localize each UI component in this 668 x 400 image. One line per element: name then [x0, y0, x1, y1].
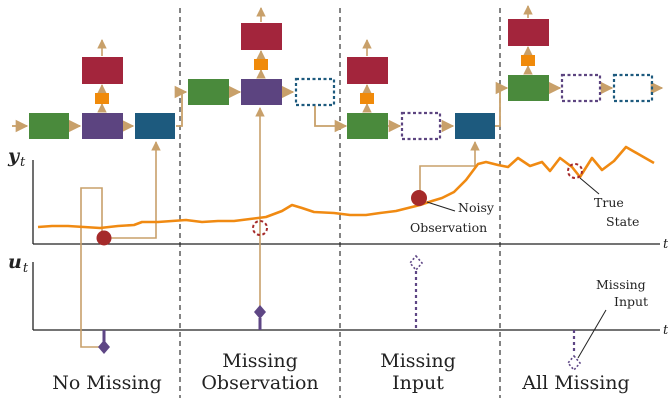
encoder-block-1 — [29, 113, 69, 139]
case-label-no-missing: No Missing — [52, 372, 162, 394]
decoder-block-1 — [82, 57, 123, 84]
case-label-missing-input-line2: Input — [392, 372, 444, 394]
missing-input-label-line1: Missing — [596, 277, 646, 292]
encoder-block-2 — [188, 79, 229, 105]
input-axis: ut t — [8, 251, 668, 338]
encoder-block-3 — [347, 113, 388, 139]
transition-block-1 — [82, 113, 123, 139]
observation-axis-end-label: t — [663, 237, 668, 252]
missing-observation-block-4 — [612, 73, 654, 103]
connector-2 — [254, 59, 268, 70]
input-marker-1 — [98, 340, 110, 354]
input-marker-2 — [254, 305, 266, 319]
observation-block-3 — [455, 113, 495, 139]
true-state-curve — [37, 145, 655, 230]
decoder-block-4 — [508, 19, 549, 46]
emission-paths — [97, 5, 533, 113]
connector-1 — [95, 93, 109, 104]
transition-block-2 — [241, 79, 282, 105]
feed-lines — [80, 107, 480, 348]
observed-dot-1 — [96, 230, 112, 246]
decoder-block-2 — [241, 23, 282, 50]
true-state-label-line2: State — [606, 214, 639, 229]
input-axis-end-label: t — [663, 323, 668, 338]
case-dividers — [179, 8, 501, 398]
missing-input-label-line2: Input — [614, 294, 648, 309]
missing-input-block-4 — [560, 73, 602, 103]
noisy-observation-label-line1: Noisy — [458, 200, 495, 215]
missing-input-marker-1 — [408, 254, 424, 272]
observed-dot-2 — [411, 190, 427, 206]
observation-axis-label: yt — [7, 145, 26, 170]
state-flow — [12, 81, 664, 133]
inputs — [98, 254, 582, 372]
true-state-label-line1: True — [594, 195, 624, 210]
missing-input-block-3 — [400, 111, 442, 141]
case-label-missing-observation-line1: Missing — [222, 350, 298, 372]
case-label-all-missing: All Missing — [521, 372, 629, 394]
encoder-block-4 — [508, 75, 549, 101]
missing-observation-dot-2 — [567, 163, 583, 179]
missing-observation-dot — [252, 220, 268, 236]
decoder-block-3 — [347, 57, 388, 84]
case-label-missing-observation-line2: Observation — [201, 372, 318, 394]
annotation-leaders — [426, 177, 607, 359]
input-axis-label: ut — [8, 251, 29, 276]
observations — [96, 163, 583, 246]
model-blocks — [29, 19, 654, 141]
missing-observation-block-2 — [294, 77, 336, 107]
case-label-missing-input-line1: Missing — [380, 350, 456, 372]
observation-axis: yt t — [7, 145, 668, 252]
noisy-observation-label-line2: Observation — [410, 220, 487, 235]
observation-block-1 — [135, 113, 175, 139]
connector-3 — [360, 93, 374, 104]
connector-4 — [521, 55, 535, 66]
